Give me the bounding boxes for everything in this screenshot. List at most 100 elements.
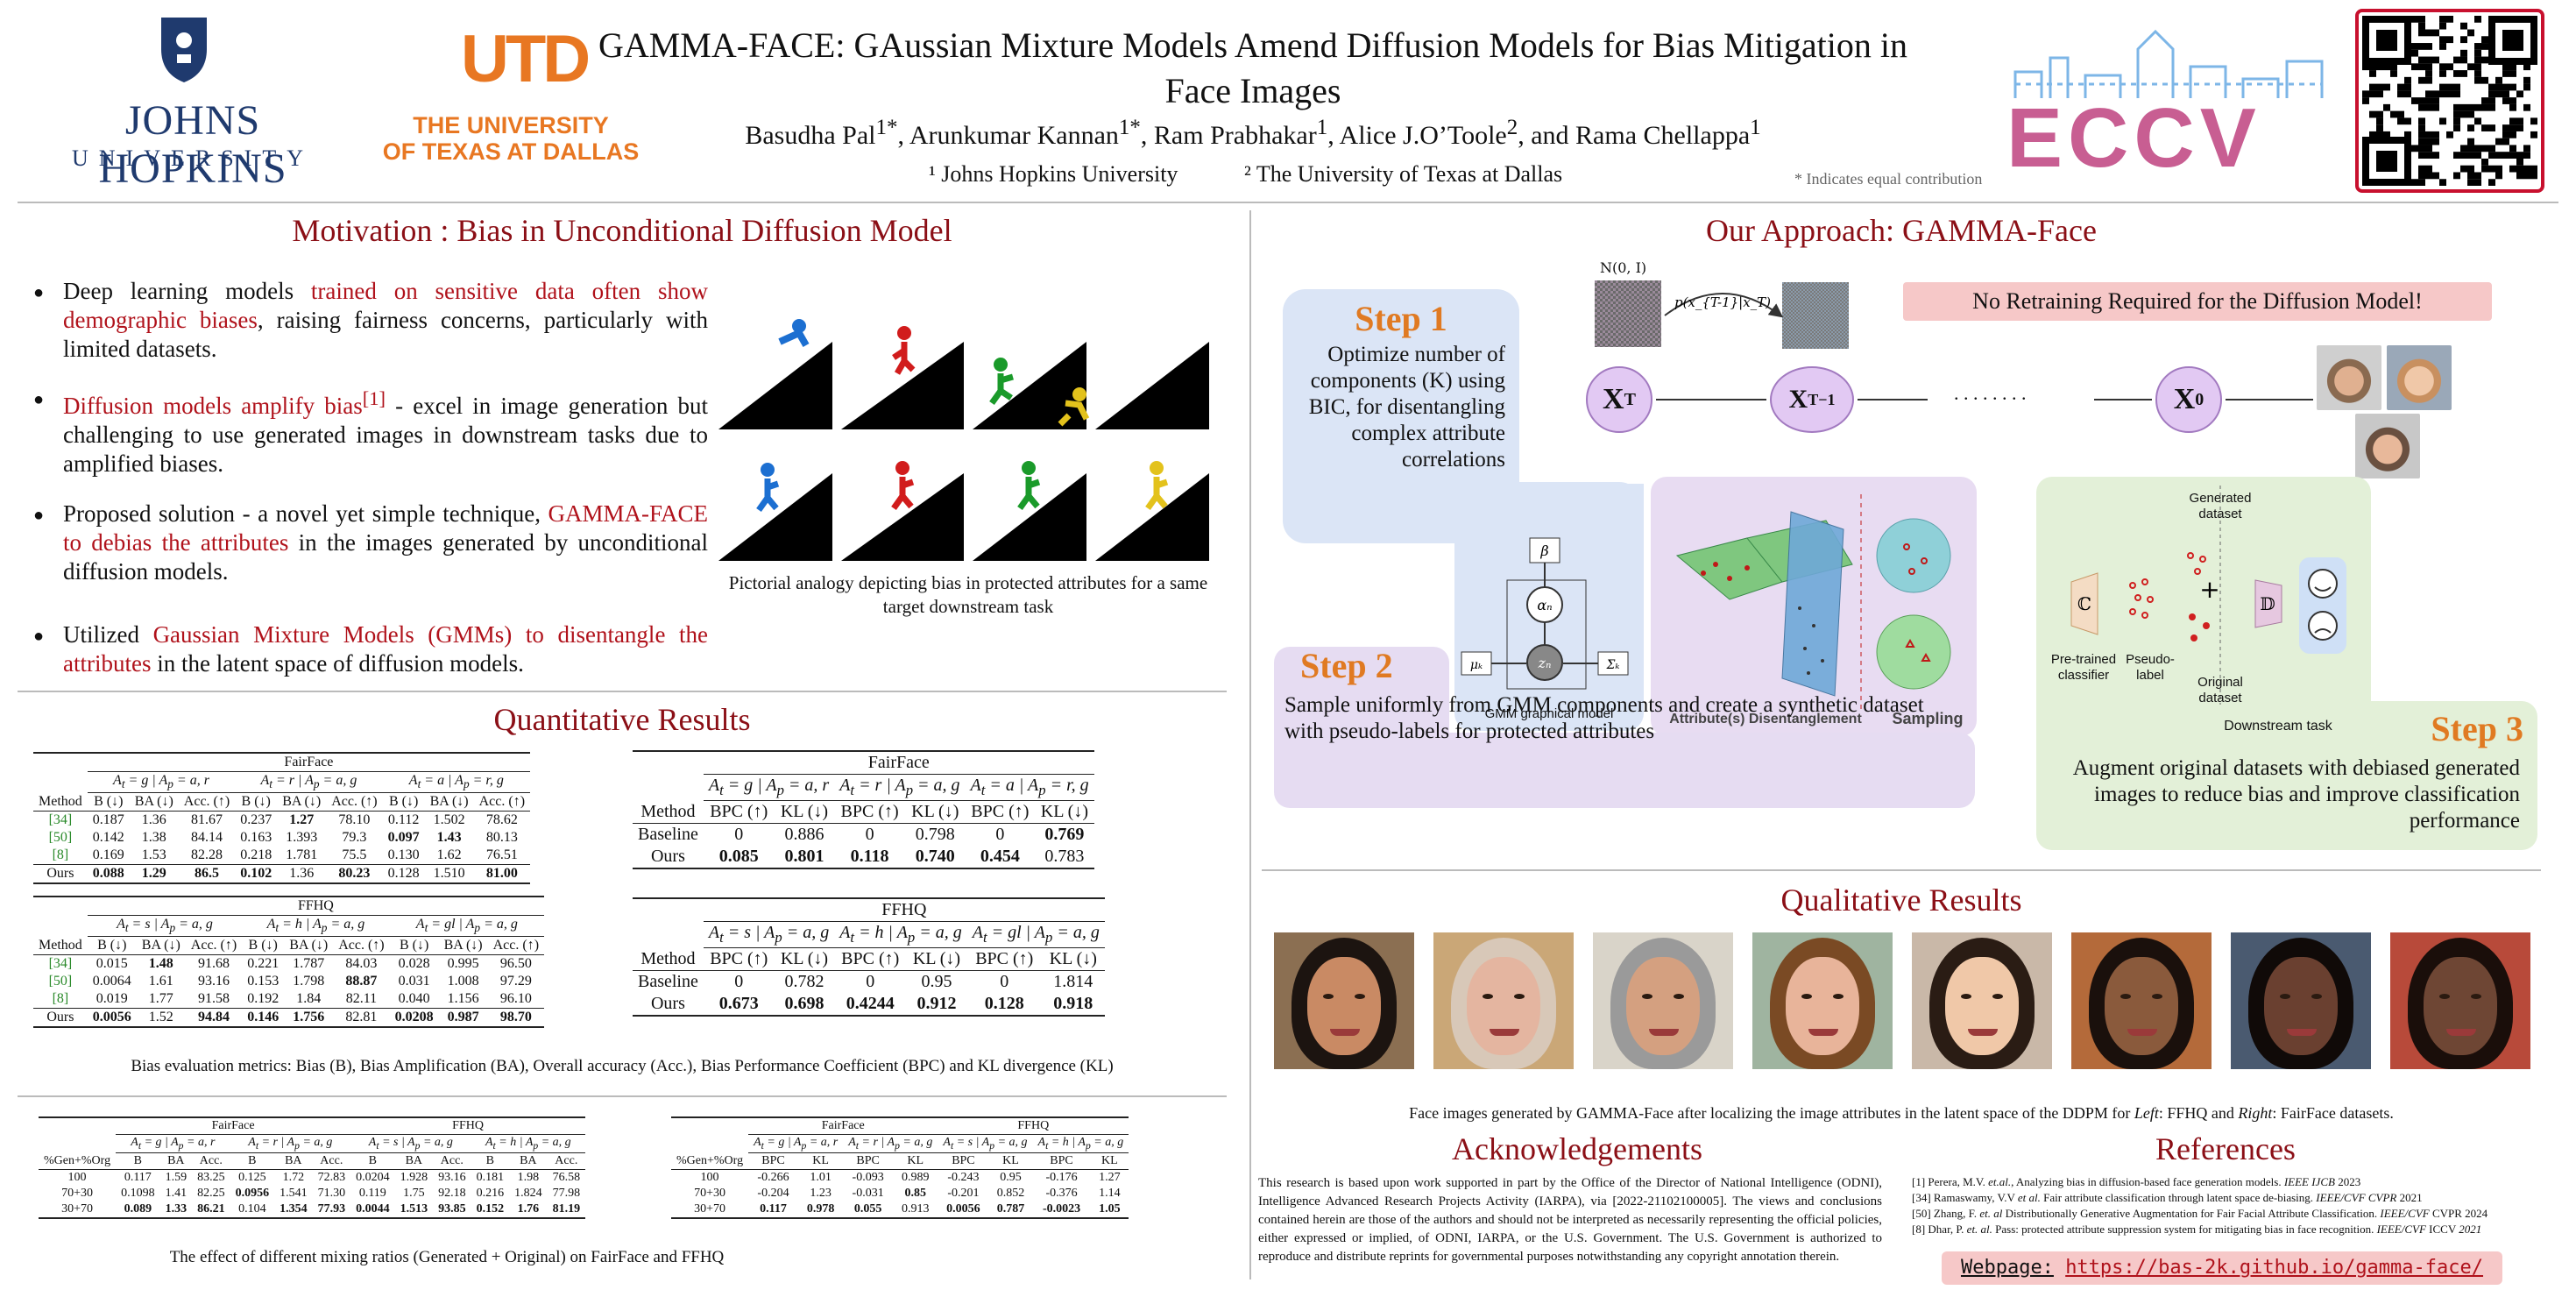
svg-text:+: +	[2199, 575, 2219, 604]
table-column-header: B	[230, 1152, 275, 1170]
table-cell: 0.783	[1035, 846, 1094, 869]
table-row-label: [34]	[48, 956, 73, 972]
table-cell: 0.989	[901, 1170, 930, 1184]
table-cell: 86.5	[178, 864, 236, 885]
table-column-header: B	[350, 1152, 395, 1170]
table-cell: 1.798	[293, 974, 325, 989]
table-cell: 0	[995, 825, 1005, 844]
table-subhead-row: At = s | Ap = a, g At = h | Ap = a, g At =…	[633, 921, 1105, 948]
table-cell: 0.187	[92, 812, 124, 828]
downstream-label: Downstream task	[2224, 719, 2332, 734]
table-cell: 0	[865, 825, 874, 844]
table-cell: 0.995	[447, 956, 479, 972]
table-cell: 1.75	[403, 1186, 425, 1200]
table-column-header: B (↓)	[235, 792, 278, 812]
table-cell: 1.008	[447, 974, 479, 989]
table-cell: 0.769	[1044, 825, 1085, 844]
table-cell: 0.0056	[87, 1008, 137, 1029]
table-cell: 0.125	[238, 1170, 266, 1184]
motivation-title: Motivation : Bias in Unconditional Diffu…	[292, 213, 952, 248]
table-column-header: KL (↓)	[905, 800, 966, 824]
table-cell: 0.102	[235, 864, 278, 885]
reference-item: [8] Dhar, P. et. al. Pass: protected att…	[1912, 1223, 2482, 1236]
table-row: Ours 0.673 0.698 0.4244 0.912 0.128 0.918	[633, 993, 1105, 1017]
table-subheader: At = r | Ap = a, g	[235, 771, 383, 794]
table-cell: 0.918	[1041, 993, 1105, 1017]
table-cell: 82.11	[345, 991, 378, 1007]
table-column-header: Method	[33, 936, 88, 956]
node-arrow-4	[2226, 399, 2313, 400]
table-cell: 0.913	[893, 1201, 938, 1219]
table-row-label: Ours	[33, 1008, 88, 1029]
table-row: [8] 0.019 1.77 91.58 0.192 1.84 82.11 0.040 1.15…	[33, 990, 544, 1009]
qualitative-title: Qualitative Results	[1780, 882, 2022, 918]
table-cell: 1.23	[810, 1186, 832, 1200]
references-list: [1] Perera, M.V. et.al., Analyzing bias …	[1912, 1174, 2543, 1237]
table-row: Baseline 0 0.886 0 0.798 0 0.769	[633, 824, 1094, 847]
table-column-header: BA (↓)	[284, 936, 334, 956]
step2-label: Step 2	[1300, 646, 1393, 685]
no-retraining-banner: No Retraining Required for the Diffusion…	[1903, 282, 2492, 321]
table-cell: 71.30	[317, 1186, 346, 1200]
table-column-header: Acc.	[547, 1152, 586, 1170]
transition-arrow: p(x_{T-1}|x_T)	[1664, 293, 1784, 318]
table-column-header: KL (↓)	[906, 947, 967, 971]
table-cell: 0.112	[387, 812, 420, 828]
table-cell: 0.237	[240, 812, 272, 828]
table-cell: 0.0204	[356, 1170, 390, 1184]
table-cell: 1.814	[1053, 972, 1093, 991]
table-cell: 1.928	[400, 1170, 428, 1184]
table-subheader: At = h | Ap = a, g	[834, 921, 967, 948]
table-group-row: FairFace FFHQ	[39, 1116, 586, 1135]
node-arrow-2	[1858, 399, 1928, 400]
table-row: [50] 0.142 1.38 84.14 0.163 1.393 79.3 0.097 1.4…	[33, 829, 530, 847]
table-column-header: Method	[33, 792, 88, 812]
table-corner	[39, 1135, 116, 1153]
table-cell: 1.36	[277, 864, 327, 885]
table-cell: 1.510	[424, 864, 474, 885]
table-cell: 82.81	[333, 1008, 390, 1029]
approach-title: Our Approach: GAMMA-Face	[1706, 213, 2097, 248]
motivation-bullet-1: Deep learning models trained on sensitiv…	[33, 277, 708, 364]
table-row: 100 0.117 1.59 83.25 0.125 1.72 72.83 0.0204 1.9…	[39, 1169, 585, 1186]
table-cell: 0.0044	[350, 1201, 395, 1219]
table-column-header: BPC (↑)	[965, 800, 1036, 824]
table-column-header: KL (↓)	[1041, 947, 1105, 971]
table-cell: 0.95	[921, 972, 952, 991]
webpage-link[interactable]: Webpage: https://bas-2k.github.io/gamma-…	[1942, 1251, 2502, 1285]
table-row-label: Baseline	[638, 972, 698, 991]
table-cell: 1.05	[1090, 1201, 1129, 1219]
table-cell: 97.29	[499, 974, 532, 989]
webpage-url[interactable]: https://bas-2k.github.io/gamma-face/	[2065, 1257, 2484, 1279]
table-cell: 1.48	[148, 956, 173, 972]
table-cell: 86.21	[192, 1201, 230, 1219]
analogy-caption: Pictorial analogy depicting bias in prot…	[728, 572, 1208, 617]
noise-image-2	[1782, 282, 1849, 349]
table-cell: 96.10	[499, 991, 532, 1007]
webpage-label: Webpage:	[1960, 1257, 2054, 1279]
table-row-label: 70+30	[694, 1186, 725, 1200]
table-cell: -0.176	[1045, 1170, 1078, 1184]
table-mixing-bias: FairFace FFHQ At = g | Ap = a, r At = r | A…	[39, 1116, 586, 1219]
table-row: 70+30 0.1098 1.41 82.25 0.0956 1.541 71.30 0.11…	[39, 1186, 585, 1201]
table-cell: 1.38	[141, 830, 166, 846]
affiliation-jhu: ¹ Johns Hopkins University	[929, 161, 1178, 187]
table-group-row: FairFace	[33, 752, 531, 772]
reference-item: [1] Perera, M.V. et.al., Analyzing bias …	[1912, 1175, 2361, 1188]
table-column-header: BA (↓)	[129, 792, 179, 812]
table-row: 100 -0.266 1.01 -0.093 0.989 -0.243 0.95 -0.176…	[671, 1169, 1129, 1186]
disentangle-visual	[1675, 494, 1951, 713]
table-row: Ours 0.0056 1.52 94.84 0.146 1.756 82.81 0.0208…	[33, 1008, 545, 1029]
poster-title: GAMMA-FACE: GAussian Mixture Models Amen…	[598, 25, 1908, 110]
table-cell: 0.0064	[92, 974, 131, 989]
table-cell: 1.01	[810, 1170, 832, 1184]
step2-text-body: Sample uniformly from GMM components and…	[1284, 693, 1924, 743]
table-cell: 1.62	[436, 847, 462, 863]
step1-text: Optimize number of components (K) using …	[1308, 343, 1505, 471]
svg-text:zₙ: zₙ	[1538, 655, 1552, 671]
table-cell: 0	[734, 825, 744, 844]
table-cell: 0.218	[240, 847, 272, 863]
table-cell: 0.886	[784, 825, 824, 844]
